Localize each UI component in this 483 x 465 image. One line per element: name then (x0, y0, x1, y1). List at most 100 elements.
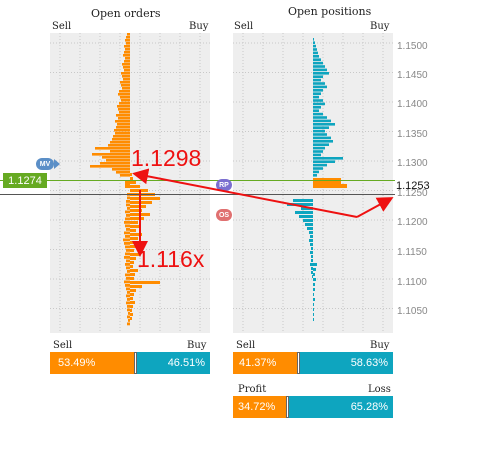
positions-buy-bar (313, 119, 331, 123)
orders-sell-bar (126, 277, 130, 280)
positions-ratio-handle[interactable] (297, 352, 300, 374)
open-positions-buy-label: Buy (370, 21, 390, 32)
open-orders-chart[interactable] (50, 33, 210, 333)
positions-buy-bar (313, 58, 321, 61)
positions-buy-bar (313, 55, 319, 58)
positions-buy-bar (313, 157, 343, 160)
left-price-line (0, 180, 395, 181)
orders-ratio-handle[interactable] (134, 352, 137, 374)
positions-ratio-buy-fill: 58.63% (299, 352, 393, 374)
orders-sell-bar (118, 117, 130, 120)
positions-buy-bar (313, 44, 316, 48)
positions-sell-bar (311, 267, 313, 270)
orders-buy-bar (130, 265, 133, 268)
orders-buy-bar (130, 173, 132, 176)
current-price-line (0, 194, 395, 195)
orders-buy-bar (130, 317, 132, 320)
orders-sell-bar (118, 93, 130, 96)
orders-buy-bar (130, 261, 134, 264)
orders-sell-bar (125, 180, 130, 188)
mv-badge-pointer (54, 159, 60, 169)
orders-buy-bar (130, 301, 135, 304)
orders-sell-bar (119, 90, 130, 93)
positions-sell-bar (313, 178, 341, 184)
rp-badge-label: RP (219, 181, 229, 189)
positions-buy-bar (313, 75, 323, 78)
positions-sell-bar (310, 251, 313, 254)
price-axis-label: 1.1450 (397, 70, 428, 81)
orders-sell-bar (106, 159, 130, 162)
positions-sell-bar (309, 231, 313, 234)
orders-buy-bar (130, 177, 133, 180)
orders-sell-bar (125, 210, 130, 214)
positions-sell-bar (303, 219, 313, 222)
positions-buy-bar (313, 143, 329, 146)
mv-badge[interactable]: MV (36, 158, 54, 170)
open-orders-buy-label: Buy (189, 21, 209, 32)
orders-sell-bar (126, 42, 130, 45)
orders-buy-bar (130, 273, 135, 276)
orders-sell-bar (122, 75, 130, 78)
positions-sell-bar (287, 203, 313, 206)
positions-sell-bar (301, 207, 313, 210)
price-axis-label: 1.1100 (397, 277, 427, 288)
positions-buy-bar (313, 160, 335, 163)
positions-ratio-sell-value: 41.37% (239, 357, 277, 369)
positions-sell-bar (305, 223, 313, 226)
positions-sell-bar (311, 259, 313, 262)
orders-sell-bar (125, 273, 130, 277)
positions-sell-bar (299, 215, 313, 218)
orders-sell-bar (124, 45, 130, 48)
orders-sell-bar (128, 312, 130, 315)
orders-sell-bar (126, 249, 130, 252)
orders-buy-bar (130, 297, 133, 300)
orders-buy-bar (130, 205, 146, 208)
orders-sell-bar (126, 301, 130, 305)
orders-sell-bar (126, 266, 130, 270)
orders-sell-bar (108, 144, 130, 147)
orders-buy-bar (130, 309, 132, 312)
positions-buy-bar (313, 106, 321, 109)
orders-sell-bar (127, 298, 130, 301)
orders-sell-bar (100, 162, 130, 165)
orders-sell-bar (123, 66, 130, 69)
orders-sell-bar (114, 129, 130, 132)
loss-fill: 65.28% (288, 396, 393, 418)
positions-buy-bar (313, 85, 327, 89)
os-badge-label: OS (218, 211, 230, 219)
orders-sell-bar (126, 203, 130, 207)
orders-sell-bar (127, 33, 130, 36)
orders-sell-bar (118, 108, 130, 111)
orders-sell-bar (127, 196, 130, 200)
positions-buy-bar (313, 140, 333, 143)
positions-buy-bar (313, 303, 314, 306)
orders-ratio-sell-fill: 53.49% (50, 352, 136, 374)
orders-ratio-sell-value: 53.49% (58, 357, 96, 369)
positions-buy-bar (313, 102, 325, 106)
positions-buy-bar (313, 263, 317, 266)
positions-buy-bar (313, 92, 321, 95)
positions-buy-bar (313, 68, 327, 72)
positions-buy-bar (313, 278, 316, 281)
open-positions-chart[interactable] (233, 33, 393, 333)
orders-sell-bar (125, 263, 130, 266)
orders-sell-bar (124, 60, 130, 63)
os-badge[interactable]: OS (216, 209, 232, 221)
positions-buy-bar (313, 167, 323, 170)
orders-sell-bar (127, 308, 130, 312)
profit-loss-handle[interactable] (286, 396, 289, 418)
orders-sell-bar (121, 72, 130, 75)
left-price-value: 1.1274 (8, 174, 42, 187)
orders-sell-bar (120, 174, 130, 177)
orders-sell-bar (126, 228, 130, 231)
orders-sell-bar (117, 105, 130, 108)
orders-sell-bar (123, 54, 130, 57)
annotation-lower-price: 1.116x (137, 246, 205, 272)
orders-buy-bar (130, 249, 134, 252)
rp-badge[interactable]: RP (216, 179, 232, 191)
orders-sell-bar (120, 96, 130, 99)
orders-sell-bar (125, 48, 130, 51)
orders-sell-bar (122, 87, 130, 90)
orders-sell-bar (125, 217, 130, 221)
orders-buy-bar (130, 245, 136, 248)
